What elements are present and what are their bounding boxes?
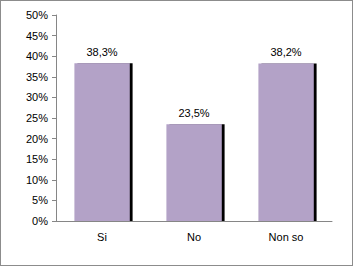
svg-text:Non so: Non so — [269, 231, 304, 243]
svg-text:No: No — [187, 231, 201, 243]
svg-text:40%: 40% — [26, 50, 48, 62]
svg-text:20%: 20% — [26, 133, 48, 145]
svg-text:38,2%: 38,2% — [270, 46, 301, 58]
svg-text:15%: 15% — [26, 153, 48, 165]
svg-text:35%: 35% — [26, 71, 48, 83]
svg-text:30%: 30% — [26, 91, 48, 103]
svg-text:0%: 0% — [32, 215, 48, 227]
svg-text:38,3%: 38,3% — [86, 46, 117, 58]
svg-text:5%: 5% — [32, 194, 48, 206]
svg-text:25%: 25% — [26, 112, 48, 124]
svg-text:50%: 50% — [26, 9, 48, 21]
svg-text:10%: 10% — [26, 174, 48, 186]
svg-text:23,5%: 23,5% — [178, 107, 209, 119]
svg-text:Si: Si — [97, 231, 107, 243]
svg-text:45%: 45% — [26, 30, 48, 42]
